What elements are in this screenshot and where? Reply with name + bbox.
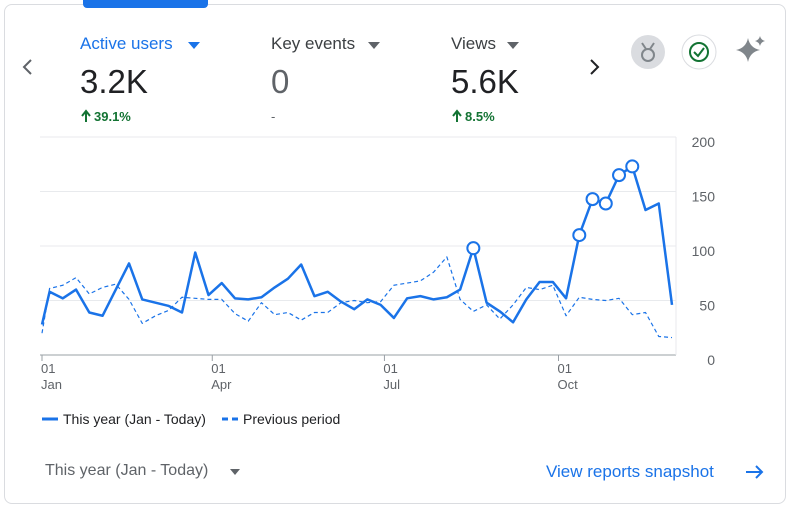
y-tick-label: 150 (692, 189, 716, 205)
up-arrow (81, 109, 91, 122)
badge-icon[interactable] (631, 35, 665, 69)
y-tick-label: 50 (699, 298, 715, 314)
x-tick-label: 01 Jul (383, 361, 401, 392)
anomaly-marker (598, 196, 613, 211)
metric-change: 39.1% (94, 109, 131, 124)
x-tick-label: 01 Jan (41, 361, 62, 392)
anomaly-marker (572, 228, 587, 243)
y-tick-label: 200 (692, 134, 716, 150)
x-tick-label: 01 Apr (211, 361, 232, 392)
check-icon-part (693, 47, 705, 58)
anomaly-marker (585, 192, 600, 207)
up-arrow (452, 109, 462, 122)
prev-arrow[interactable] (22, 59, 32, 75)
legend-label: Previous period (243, 411, 340, 427)
next-arrow[interactable] (590, 59, 600, 75)
metric-label[interactable]: Views (451, 34, 497, 53)
metric-value: 0 (271, 63, 290, 100)
series-line (41, 256, 673, 339)
card (4, 4, 786, 504)
sparkle-icon[interactable] (736, 36, 765, 62)
link-arrow[interactable] (746, 465, 764, 479)
metric-label[interactable]: Active users (80, 34, 173, 53)
dropdown-caret[interactable] (230, 469, 240, 475)
y-tick-label: 100 (692, 243, 716, 259)
active-tab-bar (83, 0, 208, 8)
dropdown-caret[interactable] (507, 42, 519, 49)
badge-icon-part (641, 42, 655, 50)
metric-change: 8.5% (465, 109, 495, 124)
badge-icon-part (641, 48, 655, 62)
x-tick-label: 01 Oct (557, 361, 578, 392)
check-icon-part (689, 42, 709, 62)
series-line (40, 165, 674, 325)
y-tick-label: 0 (707, 352, 715, 368)
anomaly-marker (625, 159, 640, 174)
metric-change: - (271, 109, 276, 124)
metric-value: 3.2K (80, 63, 148, 100)
check-icon[interactable] (681, 34, 717, 70)
legend-label: This year (Jan - Today) (63, 411, 206, 427)
dropdown-caret[interactable] (188, 42, 200, 49)
dropdown-caret[interactable] (368, 42, 380, 49)
metric-value: 5.6K (451, 63, 519, 100)
anomaly-marker (466, 241, 481, 256)
view-reports-link[interactable]: View reports snapshot (546, 462, 714, 481)
metric-label[interactable]: Key events (271, 34, 356, 53)
anomaly-marker (612, 168, 627, 183)
date-range-dropdown[interactable]: This year (Jan - Today) (45, 462, 209, 479)
